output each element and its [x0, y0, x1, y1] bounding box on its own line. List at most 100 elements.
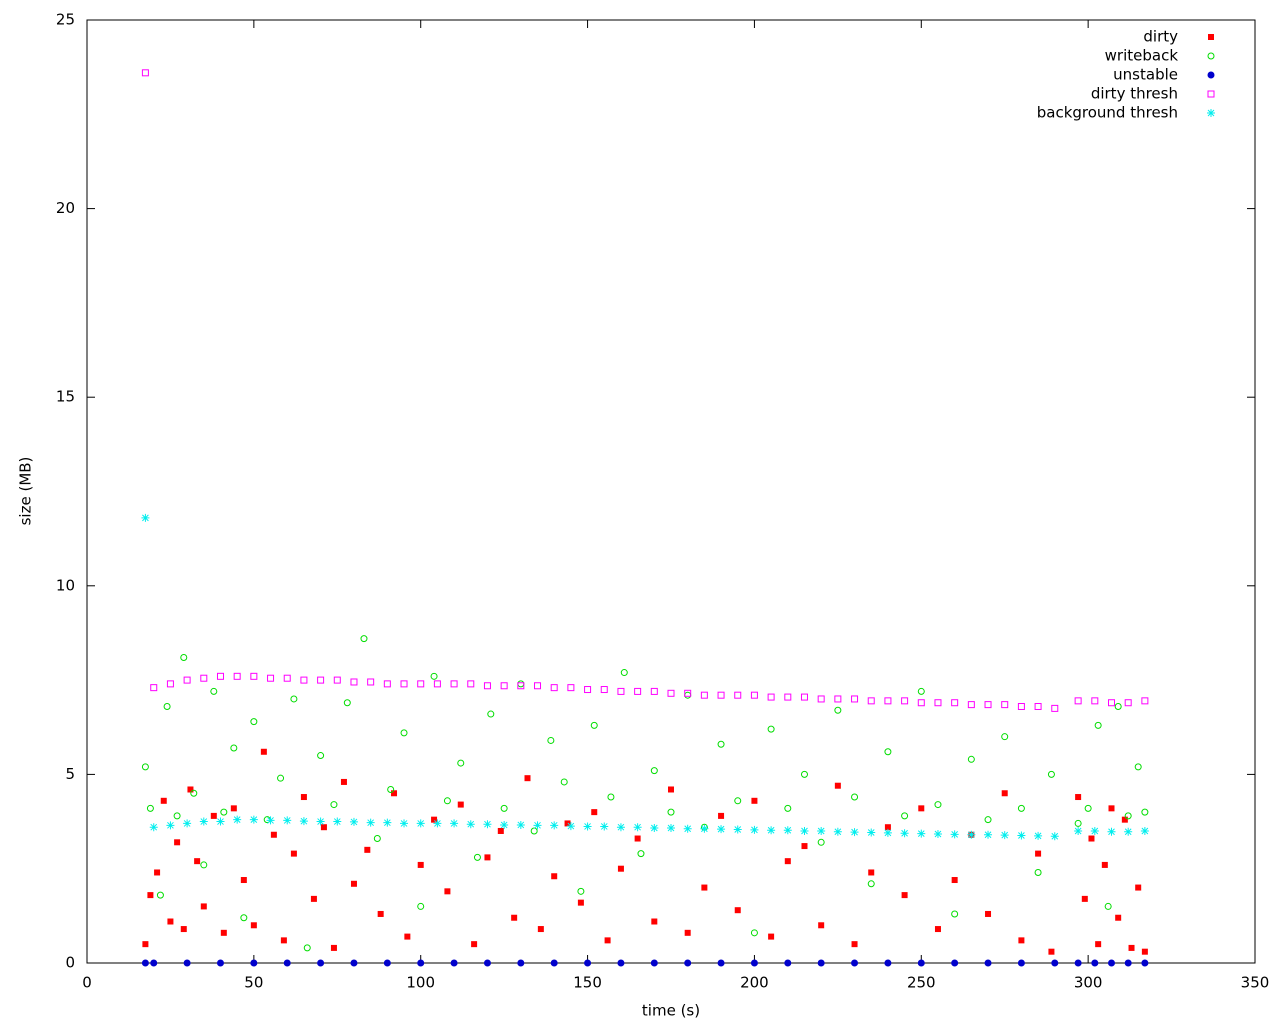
point — [146, 804, 154, 812]
point — [984, 959, 992, 967]
point — [516, 820, 525, 829]
point — [404, 933, 411, 940]
point — [577, 887, 585, 895]
point — [1140, 826, 1149, 835]
point — [280, 937, 287, 944]
point — [163, 703, 171, 711]
point — [194, 858, 201, 865]
point — [850, 828, 859, 837]
point — [734, 907, 741, 914]
point — [183, 676, 191, 684]
point — [511, 914, 518, 921]
point — [1090, 826, 1099, 835]
point — [147, 892, 154, 899]
point — [173, 812, 181, 820]
point — [1114, 703, 1122, 711]
point — [717, 740, 725, 748]
point — [667, 808, 675, 816]
point — [350, 959, 358, 967]
point — [260, 748, 267, 755]
point — [750, 825, 759, 834]
point — [497, 827, 504, 834]
point — [1074, 819, 1082, 827]
legend-label: background thresh — [1037, 104, 1178, 122]
point — [547, 736, 555, 744]
point — [373, 835, 381, 843]
point — [851, 941, 858, 948]
point — [800, 770, 808, 778]
point — [566, 822, 575, 831]
point — [174, 839, 181, 846]
point — [1017, 959, 1025, 967]
point — [240, 914, 248, 922]
point — [250, 672, 258, 680]
point — [383, 680, 391, 688]
point — [700, 824, 709, 833]
point — [867, 880, 875, 888]
point — [901, 812, 909, 820]
point — [967, 755, 975, 763]
y-tick-label: 10 — [56, 576, 75, 594]
point — [800, 693, 808, 701]
point — [216, 817, 225, 826]
point — [884, 959, 892, 967]
legend-marker — [1207, 71, 1215, 79]
point — [431, 816, 438, 823]
point — [1095, 941, 1102, 948]
point — [800, 826, 809, 835]
point — [1124, 827, 1133, 836]
point — [784, 804, 792, 812]
point — [1115, 914, 1122, 921]
point — [917, 699, 925, 707]
point — [180, 653, 188, 661]
point — [584, 686, 592, 694]
point — [1051, 959, 1059, 967]
y-tick-label: 5 — [65, 765, 75, 783]
point — [1141, 808, 1149, 816]
point — [750, 691, 758, 699]
point — [1094, 721, 1102, 729]
point — [290, 850, 297, 857]
point — [1135, 884, 1142, 891]
point — [607, 793, 615, 801]
point — [650, 687, 658, 695]
point — [550, 684, 558, 692]
point — [560, 778, 568, 786]
point — [1017, 831, 1026, 840]
x-tick-label: 200 — [740, 974, 769, 992]
point — [450, 819, 459, 828]
point — [1084, 804, 1092, 812]
point — [1075, 794, 1082, 801]
point — [343, 699, 351, 707]
point — [951, 699, 959, 707]
point — [1134, 763, 1142, 771]
point — [400, 729, 408, 737]
point — [1074, 826, 1083, 835]
point — [667, 823, 675, 832]
point — [383, 818, 392, 827]
point — [767, 826, 776, 835]
point — [768, 933, 775, 940]
point — [267, 674, 275, 682]
point — [430, 672, 438, 680]
point — [1108, 959, 1116, 967]
point — [187, 786, 194, 793]
point — [950, 830, 959, 839]
point — [901, 892, 908, 899]
point — [220, 929, 227, 936]
point — [317, 676, 325, 684]
point — [1108, 699, 1116, 707]
point — [166, 680, 174, 688]
point — [330, 801, 338, 809]
point — [951, 877, 958, 884]
point — [283, 959, 291, 967]
point — [1074, 697, 1082, 705]
point — [851, 695, 859, 703]
point — [450, 680, 458, 688]
point — [457, 801, 464, 808]
point — [466, 820, 475, 829]
point — [817, 959, 825, 967]
point — [934, 699, 942, 707]
point — [1047, 770, 1055, 778]
point — [617, 865, 624, 872]
